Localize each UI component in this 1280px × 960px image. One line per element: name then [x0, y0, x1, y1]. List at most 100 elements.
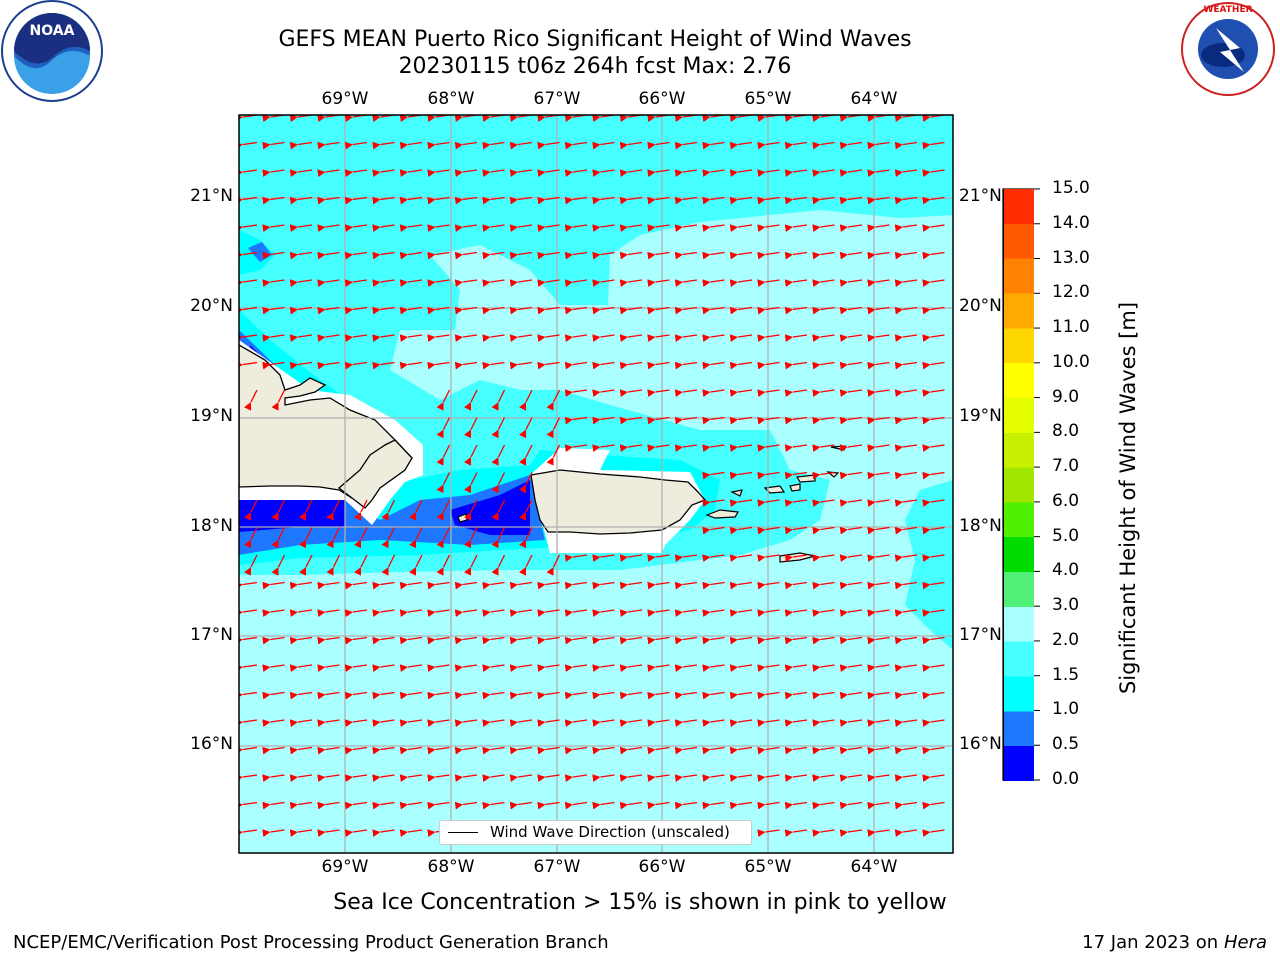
noaa-logo-text: NOAA — [30, 23, 75, 39]
wind-wave-arrow — [674, 554, 698, 562]
wind-wave-arrow — [839, 609, 863, 617]
lat-label-right-16n: 16°N — [959, 734, 1002, 754]
lon-label-top-65w: 65°W — [744, 89, 792, 109]
wind-wave-arrow — [647, 416, 670, 425]
wind-wave-arrow — [894, 691, 918, 700]
wind-wave-arrow — [409, 499, 423, 521]
wind-wave-arrow — [784, 334, 808, 342]
wind-wave-arrow — [592, 609, 615, 617]
wind-wave-arrow — [372, 609, 395, 617]
wind-wave-arrow — [262, 581, 285, 590]
wind-wave-arrow — [262, 141, 285, 150]
wind-wave-arrow — [729, 801, 753, 810]
wind-wave-arrow — [262, 196, 285, 205]
wind-wave-arrow — [702, 636, 725, 645]
wind-wave-arrow — [436, 444, 451, 466]
wind-wave-arrow — [867, 774, 890, 782]
wind-wave-arrow — [729, 581, 753, 590]
wind-wave-arrow — [509, 746, 533, 755]
wind-wave-arrow — [271, 499, 286, 521]
wind-wave-arrow — [399, 224, 423, 232]
wind-wave-arrow — [509, 141, 533, 150]
wind-wave-arrow — [262, 306, 285, 315]
wind-wave-arrow — [436, 527, 451, 549]
wind-wave-arrow — [894, 224, 918, 232]
wind-wave-arrow — [757, 554, 780, 562]
wind-wave-arrow — [262, 279, 285, 287]
wind-wave-arrow — [537, 196, 560, 205]
wind-wave-arrow — [564, 554, 588, 562]
wind-wave-arrow — [894, 554, 918, 562]
wind-wave-arrow — [784, 746, 808, 755]
wind-wave-arrow — [839, 774, 863, 782]
wind-wave-arrow — [409, 554, 423, 576]
wind-wave-arrow — [427, 251, 450, 260]
wind-wave-arrow — [372, 306, 395, 315]
wind-wave-arrow — [399, 279, 423, 287]
wind-wave-arrow — [647, 801, 670, 810]
wind-wave-arrow — [262, 361, 285, 370]
wind-wave-arrow — [922, 554, 945, 562]
wind-wave-arrow — [372, 361, 395, 370]
wind-wave-arrow — [647, 306, 670, 315]
wind-wave-arrow — [647, 774, 670, 782]
wind-wave-arrow — [381, 527, 396, 549]
wind-wave-arrow — [564, 141, 588, 150]
wind-wave-arrow — [867, 334, 890, 342]
lat-label-right-17n: 17°N — [959, 625, 1002, 645]
wind-wave-arrow — [592, 554, 615, 562]
wind-wave-arrow — [537, 664, 560, 672]
wind-wave-arrow — [674, 719, 698, 727]
wind-wave-arrow — [867, 196, 890, 205]
wind-wave-arrow — [812, 664, 835, 672]
wind-wave-arrow — [894, 389, 918, 397]
wave-band-0-5 — [239, 330, 545, 555]
lat-label-right-19n: 19°N — [959, 406, 1002, 426]
wind-wave-arrow — [674, 196, 698, 205]
wind-wave-arrow — [812, 169, 835, 177]
wind-wave-arrow — [922, 279, 945, 287]
wind-wave-arrow — [564, 581, 588, 590]
wind-wave-arrow — [812, 636, 835, 645]
wind-wave-arrow — [317, 829, 340, 837]
wind-wave-arrow — [784, 389, 808, 397]
wind-wave-arrow — [399, 829, 423, 837]
wind-wave-arrow — [894, 306, 918, 315]
wind-wave-arrow — [262, 719, 285, 727]
colorbar-tick-label: 2.0 — [1052, 629, 1080, 650]
wind-wave-arrow — [546, 554, 561, 576]
wind-wave-arrow — [674, 636, 698, 645]
wind-wave-arrow — [757, 636, 780, 645]
wind-wave-arrow — [784, 169, 808, 177]
wind-wave-arrow — [372, 636, 395, 645]
wind-wave-arrow — [289, 306, 313, 315]
wind-wave-arrow — [317, 224, 340, 232]
wind-wave-arrow — [537, 801, 560, 810]
wind-wave-arrow — [922, 526, 945, 535]
wind-wave-arrow — [372, 801, 395, 810]
wind-wave-arrow — [564, 664, 588, 672]
colorbar-label: Significant Height of Wind Waves [m] — [1116, 301, 1140, 695]
wind-wave-arrow — [289, 196, 313, 205]
wind-wave-arrow — [592, 251, 615, 260]
wind-wave-arrow — [592, 636, 615, 645]
wind-wave-arrow — [922, 581, 945, 590]
wind-wave-arrow — [729, 719, 753, 727]
wind-wave-arrow — [647, 664, 670, 672]
wind-wave-arrow — [894, 444, 918, 452]
wind-wave-arrow — [757, 196, 780, 205]
wind-wave-arrow — [344, 581, 368, 590]
wind-wave-arrow — [399, 691, 423, 700]
wind-wave-arrow — [372, 224, 395, 232]
wind-wave-arrow — [509, 224, 533, 232]
wind-wave-arrow — [344, 609, 368, 617]
wind-wave-arrow — [244, 389, 258, 411]
wind-wave-arrow — [812, 526, 835, 535]
wind-wave-arrow — [894, 801, 918, 810]
wind-wave-arrow — [839, 334, 863, 342]
wind-wave-arrow — [784, 361, 808, 370]
wind-wave-arrow — [702, 664, 725, 672]
wind-wave-arrow — [592, 361, 615, 370]
wind-wave-arrow — [757, 829, 780, 837]
